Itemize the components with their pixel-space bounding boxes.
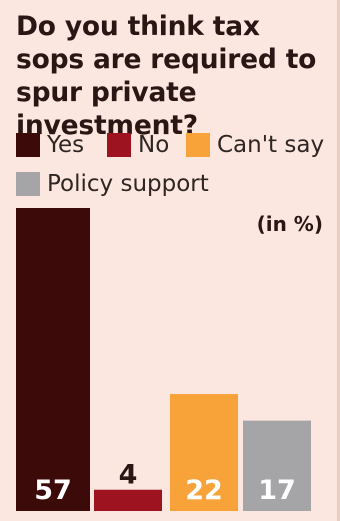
legend-item-policy-support: Policy support bbox=[16, 170, 209, 198]
legend-swatch-policy-support bbox=[16, 172, 40, 196]
legend-swatch-yes bbox=[16, 133, 40, 157]
data-label-policy-support: 17 bbox=[258, 475, 296, 506]
data-label-cant-say: 22 bbox=[185, 475, 223, 506]
chart-title: Do you think tax sops are required to sp… bbox=[16, 11, 317, 141]
legend-label-cant-say: Can't say bbox=[217, 132, 325, 158]
data-label-yes: 57 bbox=[34, 475, 72, 506]
legend-item-no: No bbox=[107, 131, 169, 159]
legend-item-cant-say: Can't say bbox=[186, 131, 324, 159]
legend-label-policy-support: Policy support bbox=[47, 171, 209, 197]
bar-policy-support bbox=[243, 420, 311, 511]
data-label-no: 4 bbox=[119, 460, 138, 491]
legend-swatch-cant-say bbox=[186, 133, 210, 157]
bar-no bbox=[94, 489, 162, 511]
bar-yes bbox=[16, 208, 90, 511]
legend-swatch-no bbox=[107, 133, 131, 157]
legend-label-yes: Yes bbox=[47, 132, 85, 158]
unit-label: (in %) bbox=[256, 212, 323, 236]
legend-label-no: No bbox=[138, 132, 170, 158]
bar-cant-say bbox=[170, 394, 238, 511]
legend-item-yes: Yes bbox=[16, 131, 84, 159]
